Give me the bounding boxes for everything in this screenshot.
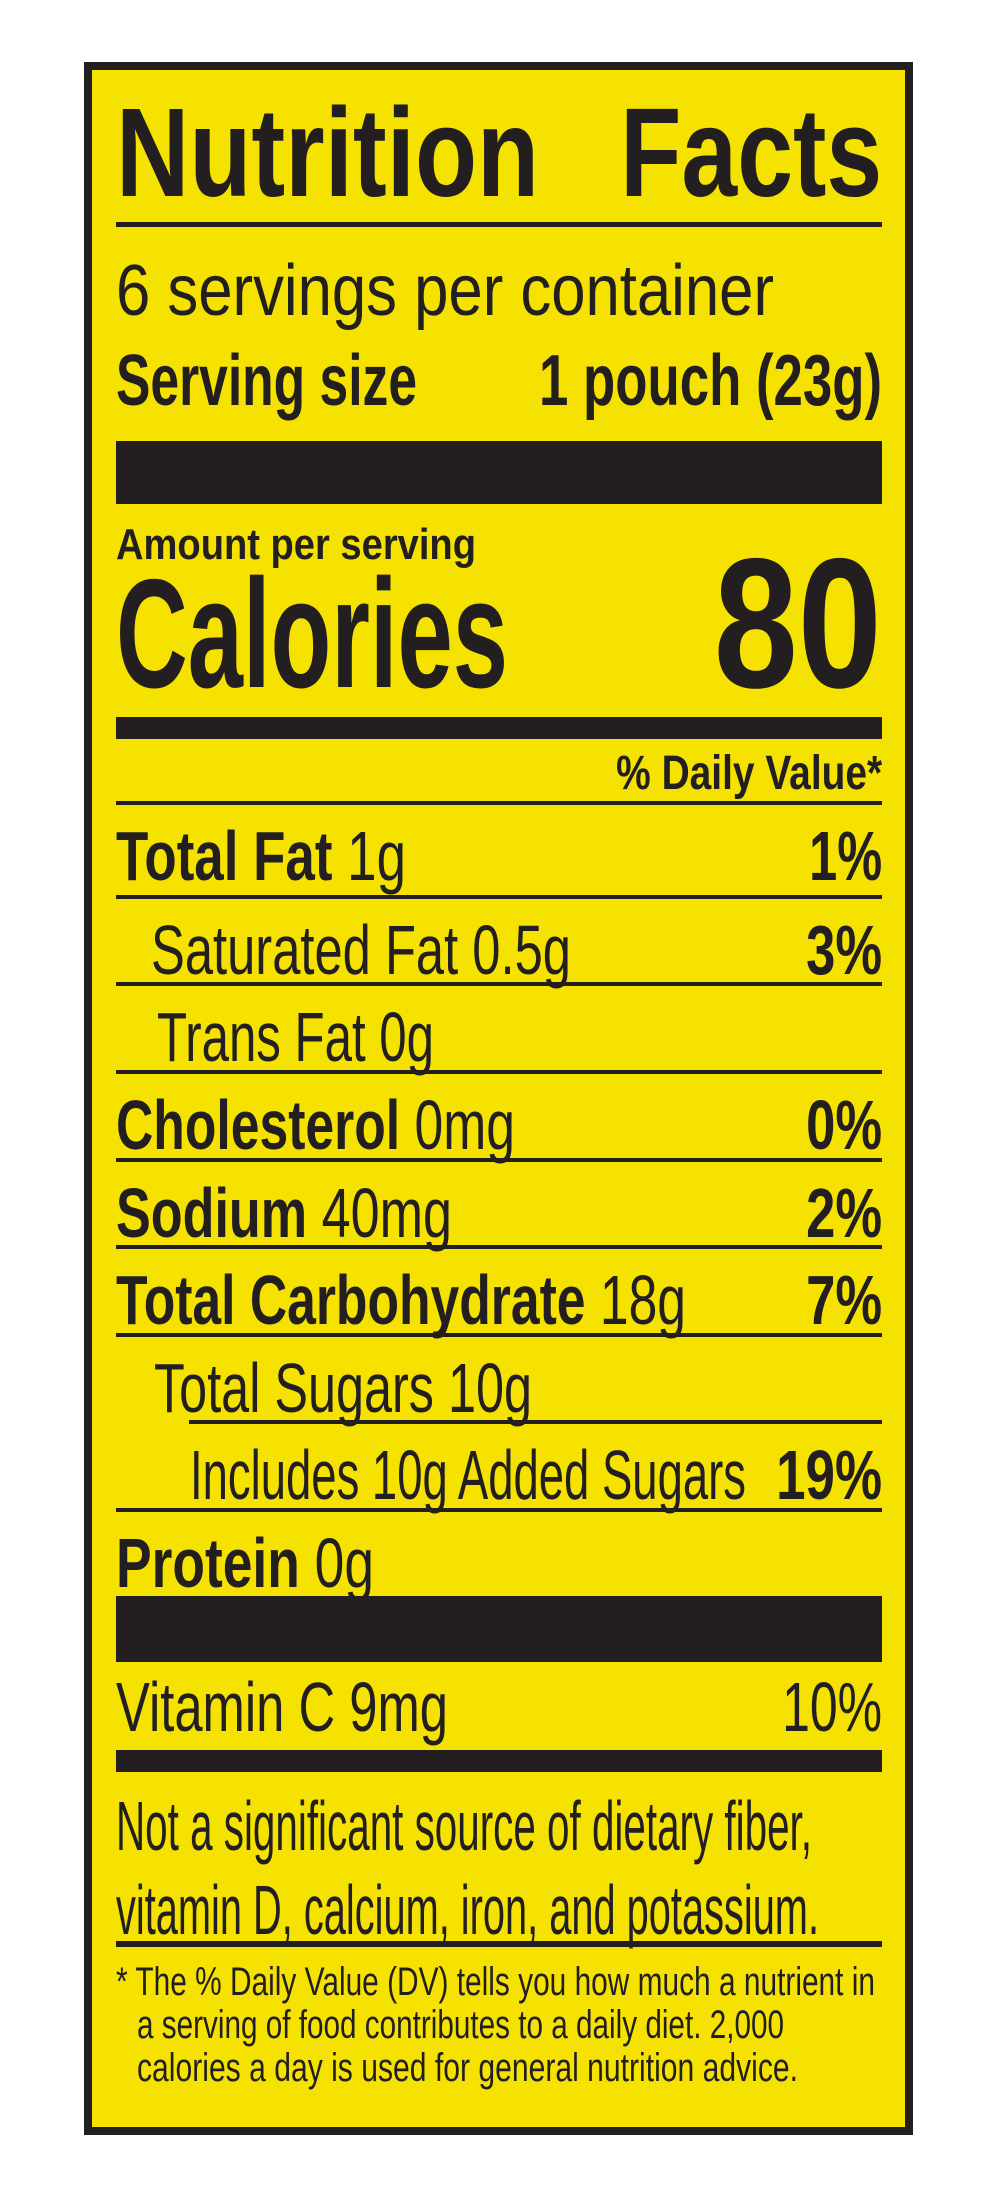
divider [116,1508,882,1512]
nutrient-dv: 3% [806,911,882,989]
nutrient-amount: 0.5g [472,911,571,989]
vitamin-dv: 10% [782,1668,882,1746]
calories-value: 80 [714,521,882,727]
divider-thin [116,222,882,227]
divider-thin [116,1941,882,1947]
title-nutrition: Nutrition [116,82,539,223]
not-significant-line-1: Not a significant source of dietary fibe… [116,1787,812,1865]
divider [116,1070,882,1074]
divider-thick [116,1596,882,1662]
nutrient-label: Saturated Fat [151,911,459,989]
nutrient-amount: 0g [379,998,434,1076]
nutrient-label: Total Sugars [154,1349,434,1427]
nutrient-amount: 1g [347,817,406,895]
nutrient-amount: 0mg [414,1086,515,1164]
nutrient-amount: 40mg [321,1174,452,1252]
nutrient-label: Protein [116,1524,300,1602]
divider [116,982,882,986]
vitamin-amount: 9mg [349,1668,448,1746]
nutrient-dv: 2% [806,1174,882,1252]
footnote-line-2: a serving of food contributes to a daily… [137,2003,784,2047]
nutrient-dv: 19% [776,1436,882,1514]
divider-indented [189,1420,882,1424]
serving-size-label: Serving size [116,341,417,421]
nutrient-dv: 0% [806,1086,882,1164]
nutrient-label: Includes 10g Added Sugars [190,1436,746,1514]
divider [116,1158,882,1162]
divider [116,801,882,805]
nutrition-facts-content: Nutrition Facts 6 servings per container… [116,0,882,2198]
servings-per-container: 6 servings per container [116,251,774,331]
not-significant-line-2: vitamin D, calcium, iron, and potassium. [116,1871,819,1949]
nutrient-amount: 10g [447,1349,532,1427]
nutrient-label: Sodium [116,1174,308,1252]
divider-thick [116,441,882,504]
title-facts: Facts [620,82,882,223]
nutrient-label: Cholesterol [116,1086,401,1164]
nutrient-label: Total Fat [116,817,333,895]
nutrient-dv: 1% [809,817,882,895]
serving-size-value: 1 pouch (23g) [539,341,882,421]
divider [116,895,882,899]
daily-value-header: % Daily Value* [616,747,882,800]
nutrient-amount: 0g [314,1524,374,1602]
vitamin-label: Vitamin C [116,1668,336,1746]
nutrient-label: Total Carbohydrate [116,1261,586,1339]
divider-medium [116,1750,882,1772]
nutrient-dv: 7% [806,1261,882,1339]
divider [116,1333,882,1337]
footnote-line-1: * The % Daily Value (DV) tells you how m… [116,1960,875,2004]
footnote-line-3: calories a day is used for general nutri… [137,2046,798,2090]
nutrient-label: Trans Fat [157,998,366,1076]
calories-label: Calories [116,547,508,720]
amount-per-serving: Amount per serving [116,520,476,569]
nutrition-facts-panel [84,62,913,2135]
nutrient-amount: 18g [599,1261,686,1339]
divider [116,1245,882,1249]
divider-medium [116,717,882,739]
